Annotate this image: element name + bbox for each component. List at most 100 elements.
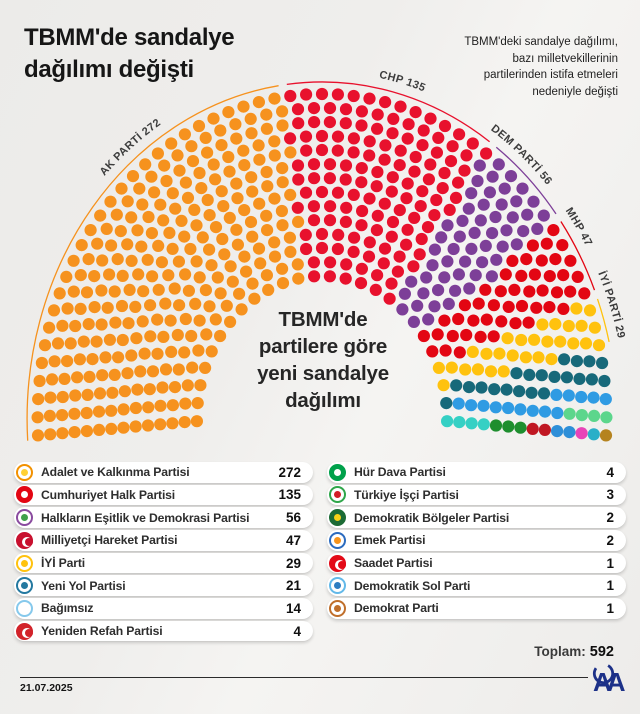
- seat-dot: [75, 239, 88, 252]
- seat-dot: [230, 177, 243, 190]
- seat-dot: [31, 411, 44, 424]
- seat-dot: [245, 127, 258, 140]
- seat-dot: [125, 349, 138, 362]
- seat-dot: [502, 300, 515, 313]
- seat-dot: [315, 241, 329, 255]
- seat-dot: [578, 287, 591, 300]
- seat-dot: [223, 211, 236, 224]
- seat-dot: [489, 401, 502, 414]
- seat-dot: [490, 253, 503, 266]
- seat-dot: [538, 423, 552, 436]
- legend-row: Demokratik Bölgeler Partisi 2: [327, 507, 626, 528]
- seat-dot: [268, 250, 282, 263]
- party-arc: [495, 146, 557, 215]
- seat-dot: [111, 253, 124, 266]
- legend-row: Demokrat Parti 1: [327, 598, 626, 619]
- legend-row: Cumhuriyet Halk Partisi 135: [14, 484, 313, 506]
- seat-dot: [506, 211, 519, 224]
- seat-dot: [459, 255, 472, 268]
- seat-dot: [129, 401, 142, 415]
- seat-dot: [68, 407, 81, 420]
- seat-dot: [355, 219, 368, 232]
- seat-dot: [400, 192, 413, 205]
- seat-dot: [549, 253, 562, 266]
- seat-dot: [203, 243, 216, 256]
- party-seat-count: 3: [606, 487, 614, 503]
- seat-dot: [465, 187, 478, 200]
- seat-dot: [363, 149, 376, 162]
- seat-dot: [599, 393, 612, 406]
- seat-dot: [323, 214, 337, 227]
- seat-dot: [432, 284, 445, 297]
- total-value: 592: [589, 644, 614, 660]
- seat-dot: [179, 312, 192, 326]
- seat-dot: [453, 346, 466, 359]
- seat-dot: [424, 112, 437, 125]
- legend-row: Hür Dava Partisi 4: [327, 462, 626, 483]
- seat-dot: [515, 333, 528, 347]
- seat-dot: [532, 351, 545, 364]
- seat-dot: [355, 262, 368, 275]
- seat-dot: [300, 88, 313, 101]
- seat-dot: [51, 337, 65, 350]
- seat-dot: [268, 135, 281, 148]
- seat-dot: [405, 275, 418, 288]
- seat-dot: [199, 284, 212, 297]
- seat-dot: [479, 239, 492, 252]
- party-name: Hür Dava Partisi: [354, 465, 446, 480]
- seat-dot: [238, 204, 251, 217]
- seat-dot: [115, 182, 128, 195]
- legend-row: Milliyetçi Hareket Partisi 47: [14, 530, 313, 551]
- seat-dot: [428, 300, 441, 313]
- seat-dot: [363, 236, 376, 249]
- seat-dot: [339, 173, 352, 186]
- seat-dot: [151, 313, 164, 326]
- seat-dot: [192, 119, 206, 133]
- seat-dot: [144, 330, 157, 343]
- anadolu-agency-logo-icon: AA: [592, 662, 628, 697]
- seat-dot: [315, 87, 329, 101]
- subtitle-text: TBMM'deki sandalye dağılımı, bazı milletv…: [388, 34, 618, 101]
- legend-row: Yeni Yol Partisi 21: [14, 575, 313, 596]
- seat-dot: [583, 355, 596, 368]
- party-logo-icon: [329, 554, 346, 572]
- seat-dot: [201, 193, 214, 207]
- seat-dot: [284, 132, 297, 145]
- seat-dot: [105, 404, 118, 417]
- seat-dot: [407, 260, 420, 273]
- seat-dot: [67, 254, 80, 267]
- party-logo-icon: [329, 486, 346, 504]
- seat-dot: [347, 188, 360, 201]
- seat-dot: [80, 425, 93, 438]
- seat-dot: [114, 225, 127, 238]
- seat-dot: [73, 353, 86, 366]
- seat-dot: [363, 192, 376, 205]
- seat-dot: [523, 285, 536, 298]
- seat-dot: [324, 256, 337, 269]
- seat-dot: [178, 346, 191, 359]
- seat-dot: [500, 224, 513, 237]
- seat-dot: [323, 158, 337, 171]
- seat-dot: [556, 239, 569, 252]
- seat-dot: [340, 258, 353, 271]
- seat-dot: [74, 302, 87, 315]
- seat-dot: [443, 203, 456, 216]
- svg-text:AA: AA: [593, 667, 626, 697]
- seat-dot: [222, 150, 235, 164]
- party-name: Yeni Yol Partisi: [41, 578, 126, 593]
- seat-dot: [141, 419, 155, 432]
- seat-dot: [449, 191, 463, 204]
- seat-dot: [408, 165, 421, 178]
- seat-dot: [268, 236, 281, 249]
- seat-dot: [355, 119, 368, 132]
- seat-dot: [209, 221, 223, 234]
- seat-dot: [134, 365, 147, 378]
- party-seat-count: 14: [285, 600, 301, 616]
- party-name: Demokratik Bölgeler Partisi: [354, 510, 510, 525]
- seat-dot: [508, 283, 521, 296]
- party-logo-icon: [16, 486, 33, 504]
- seat-dot: [495, 315, 508, 328]
- seat-dot: [142, 401, 155, 414]
- seat-dot: [486, 170, 499, 183]
